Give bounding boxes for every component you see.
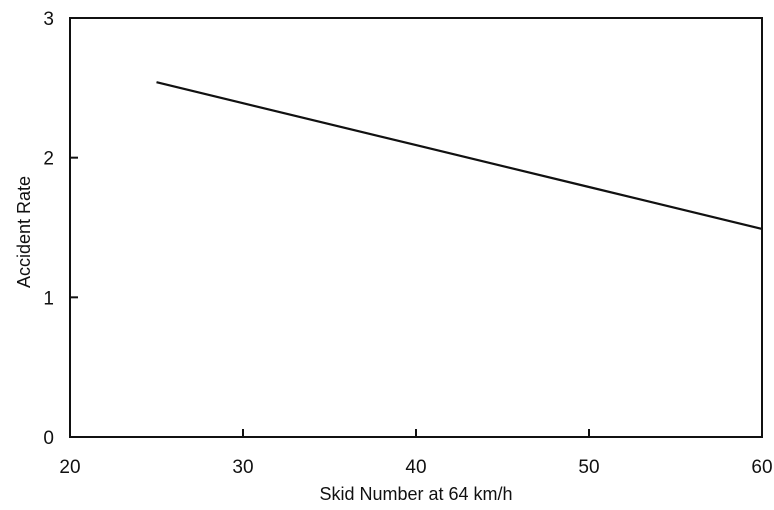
plot-frame [69, 17, 763, 438]
y-axis-title: Accident Rate [14, 176, 34, 288]
tick-labels: 20 30 40 50 60 0 1 2 3 [43, 9, 772, 478]
y-tick-label: 3 [43, 9, 54, 30]
y-tick-label: 0 [43, 428, 54, 449]
y-tick-label: 1 [43, 288, 54, 309]
plot-area-border [69, 17, 763, 438]
x-axis-title: Skid Number at 64 km/h [319, 484, 512, 504]
y-tick-label: 2 [43, 149, 54, 170]
x-tick-label: 40 [405, 457, 426, 478]
x-tick-label: 20 [59, 457, 80, 478]
x-tick-label: 60 [751, 457, 772, 478]
x-tick-label: 50 [578, 457, 599, 478]
series-layer [156, 81, 763, 230]
axis-ticks [69, 17, 763, 438]
x-tick-label: 30 [232, 457, 253, 478]
accident-rate-line [156, 81, 763, 230]
